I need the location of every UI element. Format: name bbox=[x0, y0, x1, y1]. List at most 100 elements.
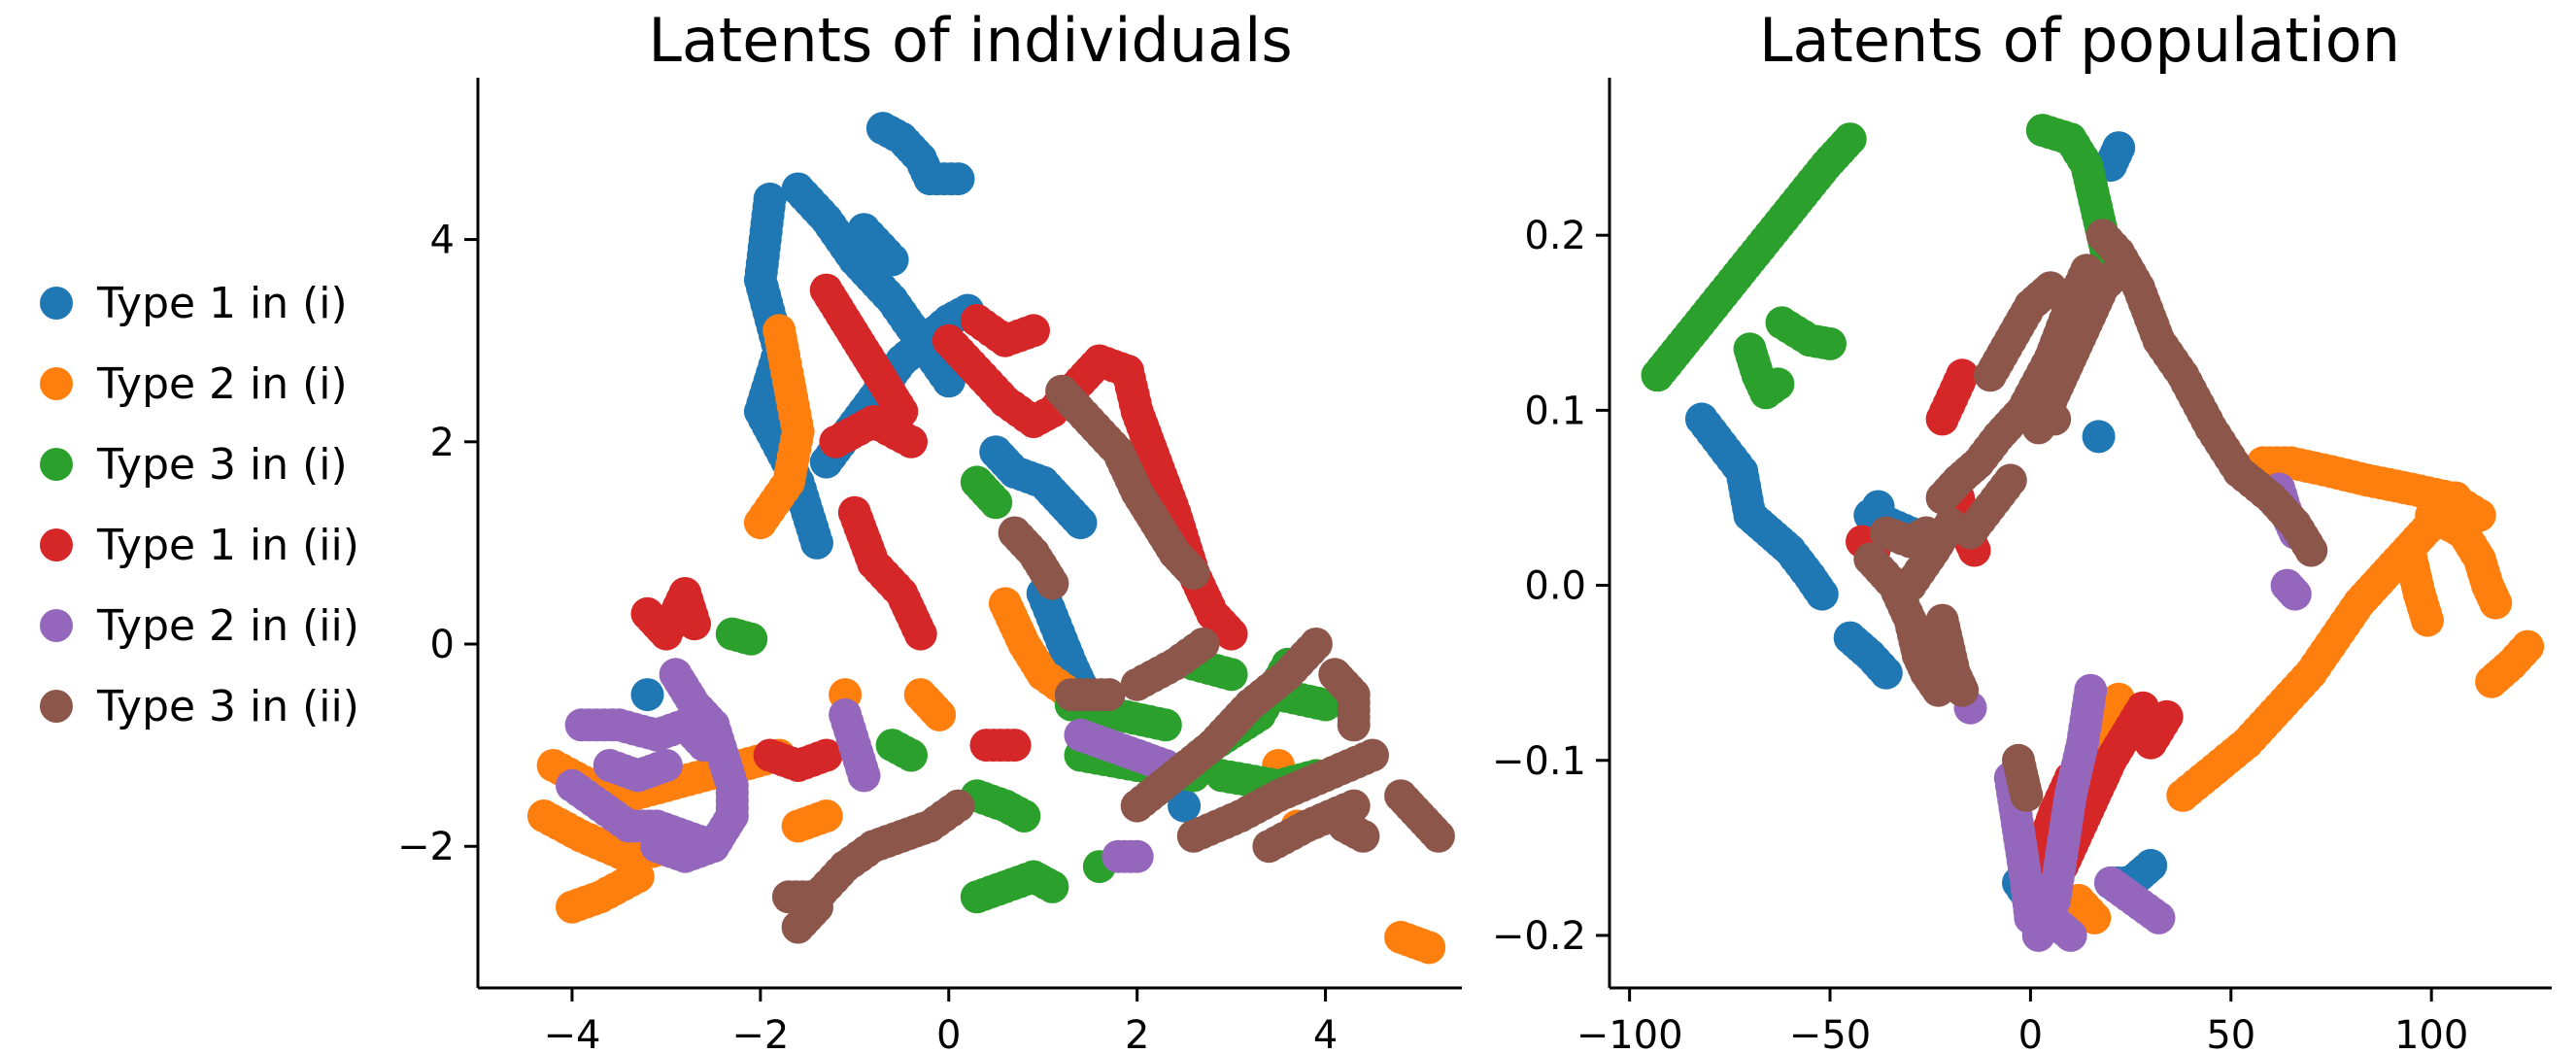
point-s3-k5-11 bbox=[1035, 869, 1069, 903]
legend-label-6: Type 3 in (ii) bbox=[96, 682, 359, 731]
legend-marker-3 bbox=[40, 448, 73, 481]
legend-label-2: Type 2 in (i) bbox=[96, 359, 348, 409]
point-s1-k6-16 bbox=[1064, 506, 1098, 540]
plot-area-population bbox=[1641, 114, 2545, 952]
point-s4-k3-18 bbox=[903, 617, 937, 651]
point-s2-k5-4 bbox=[809, 799, 843, 832]
panel-individuals: Latents of individuals −4 −2 0 2 4 −2 0 2 4 bbox=[397, 5, 1462, 1053]
point-s6-k5-9 bbox=[1186, 628, 1220, 661]
point-s6-k3-25 bbox=[941, 789, 975, 823]
point-s1-k3-14 bbox=[941, 162, 975, 196]
point-s1-k8-0 bbox=[630, 678, 664, 712]
legend-label-1: Type 1 in (i) bbox=[96, 279, 348, 328]
point-s3-k2-4 bbox=[979, 486, 1013, 520]
point-s3-k2-9 bbox=[1761, 367, 1795, 401]
point-s3-k12-5 bbox=[1214, 658, 1248, 692]
point-s6-k12-3 bbox=[1346, 819, 1380, 853]
point-s2-k7-3 bbox=[2078, 900, 2112, 934]
point-s6-k4-4 bbox=[800, 890, 833, 924]
legend-marker-2 bbox=[40, 367, 73, 400]
chart-title-individuals: Latents of individuals bbox=[648, 5, 1292, 76]
y-tick-label: 0.2 bbox=[1524, 214, 1586, 258]
point-s1-k8-0 bbox=[1861, 490, 1895, 524]
x-tick-label: −2 bbox=[731, 1013, 789, 1053]
y-tick-label: −2 bbox=[397, 825, 455, 869]
point-s3-k1-3 bbox=[734, 622, 768, 656]
point-s4-k2-10 bbox=[895, 425, 928, 459]
point-s6-k2-9 bbox=[1035, 566, 1069, 600]
series-5 bbox=[556, 658, 1182, 873]
point-s3-k3-3 bbox=[895, 738, 928, 772]
point-s2-k12-4 bbox=[1412, 931, 1446, 965]
point-s3-k1-41 bbox=[1833, 122, 1867, 156]
point-s5-k5-8 bbox=[847, 759, 881, 793]
point-s1-k1-29 bbox=[1805, 577, 1839, 611]
point-s6-k9-14 bbox=[2034, 271, 2067, 305]
point-s3-k3-7 bbox=[1813, 326, 1847, 360]
point-s1-k2-45 bbox=[800, 526, 833, 560]
legend-marker-6 bbox=[40, 690, 73, 723]
axes-population: −100 −50 0 50 100 −0.2 −0.1 0.0 0.1 0.2 bbox=[1492, 78, 2552, 1053]
x-tick-label: 0 bbox=[936, 1013, 961, 1053]
point-s5-k3-7 bbox=[2053, 918, 2087, 952]
legend-label-4: Type 1 in (ii) bbox=[96, 521, 359, 570]
series-6 bbox=[771, 374, 1455, 944]
point-s1-k9-0 bbox=[1168, 789, 1202, 823]
point-s6-k6-5 bbox=[1092, 678, 1126, 712]
axes-individuals: −4 −2 0 2 4 −2 0 2 4 bbox=[397, 78, 1462, 1053]
point-s3-k7-12 bbox=[1148, 708, 1182, 742]
point-s4-k2-6 bbox=[1946, 358, 1980, 392]
x-tick-label: 100 bbox=[2394, 1013, 2468, 1053]
legend-label-3: Type 3 in (i) bbox=[96, 440, 348, 490]
point-s1-k4-5 bbox=[875, 243, 909, 277]
y-tick-label: 0.1 bbox=[1524, 389, 1586, 433]
point-s1-k4-0 bbox=[2082, 420, 2116, 454]
point-s5-k4-8 bbox=[2142, 900, 2176, 934]
point-s5-k7-2 bbox=[2278, 577, 2312, 611]
point-s6-k8-47 bbox=[2294, 533, 2328, 567]
legend-marker-1 bbox=[40, 287, 73, 320]
point-s4-k8-4 bbox=[998, 729, 1032, 763]
series-6 bbox=[1853, 219, 2328, 812]
point-s6-k10-8 bbox=[1337, 708, 1371, 742]
plot-area-individuals bbox=[526, 112, 1455, 965]
x-tick-label: 2 bbox=[1125, 1013, 1149, 1053]
y-tick-label: 4 bbox=[430, 219, 455, 263]
legend-label-5: Type 2 in (ii) bbox=[96, 601, 359, 651]
x-tick-label: 50 bbox=[2206, 1013, 2255, 1053]
point-s2-k1-24 bbox=[743, 506, 777, 540]
point-s1-k6-7 bbox=[2134, 848, 2168, 882]
y-tick-label: 0 bbox=[430, 623, 455, 667]
y-tick-label: 2 bbox=[430, 421, 455, 465]
series-4 bbox=[630, 273, 1248, 782]
point-s2-k4-9 bbox=[621, 860, 655, 894]
point-s6-k8-23 bbox=[1356, 738, 1389, 772]
point-s6-k6-8 bbox=[1993, 463, 2027, 497]
point-s2-k7-4 bbox=[923, 697, 957, 731]
point-s5-k7-3 bbox=[1120, 839, 1154, 873]
point-s4-k5-8 bbox=[1017, 314, 1050, 348]
x-tick-label: −100 bbox=[1576, 1013, 1683, 1053]
x-tick-label: 4 bbox=[1313, 1013, 1338, 1053]
point-s5-k4-34 bbox=[640, 830, 674, 864]
point-s2-k5-7 bbox=[2511, 629, 2545, 663]
y-tick-label: 0.0 bbox=[1524, 564, 1586, 609]
legend-marker-5 bbox=[40, 609, 73, 642]
y-tick-label: −0.1 bbox=[1492, 739, 1586, 784]
legend: Type 1 in (i) Type 2 in (i) Type 3 in (i) T… bbox=[40, 279, 359, 731]
series-3 bbox=[1641, 114, 2127, 410]
point-s6-k4-10 bbox=[1946, 673, 1980, 707]
point-s5-k2-28 bbox=[2074, 673, 2108, 707]
panel-population: Latents of population −100 −50 0 50 100−0.2−… bbox=[1492, 5, 2552, 1053]
point-s5-k3-8 bbox=[649, 749, 683, 782]
point-s3-k4-7 bbox=[1007, 799, 1041, 832]
legend-marker-4 bbox=[40, 528, 73, 561]
y-tick-label: −0.2 bbox=[1492, 914, 1586, 959]
point-s1-k3-7 bbox=[1869, 656, 1903, 690]
x-tick-label: 0 bbox=[2018, 1013, 2043, 1053]
point-s4-k7-8 bbox=[809, 738, 843, 772]
chart-title-population: Latents of population bbox=[1759, 5, 2400, 76]
point-s6-k1-30 bbox=[1176, 557, 1210, 591]
x-tick-label: −4 bbox=[543, 1013, 600, 1053]
